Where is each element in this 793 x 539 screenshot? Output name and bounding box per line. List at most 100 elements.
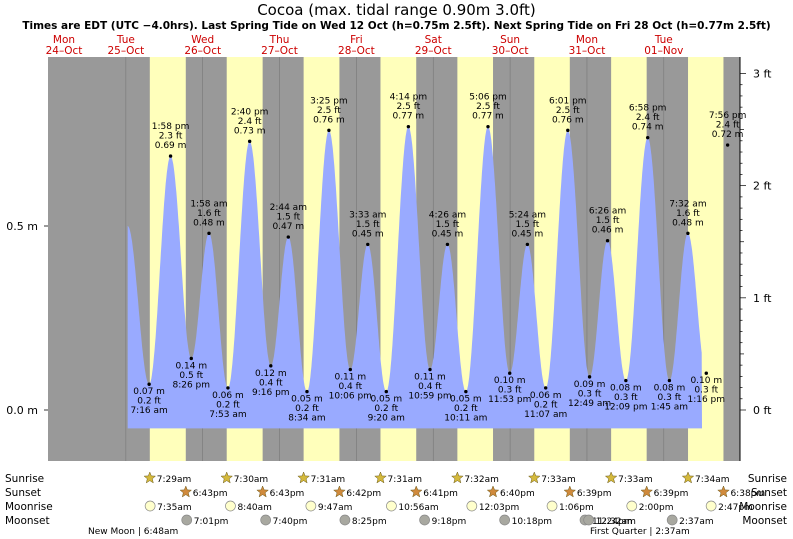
low-tide-mark: 0.05 m0.2 ft8:34 am — [288, 389, 326, 424]
y-left-tick-label: 0.5 m — [6, 220, 38, 233]
row-label-moonset-right: Moonset — [742, 515, 787, 527]
day-date-label: 01–Nov — [644, 45, 683, 57]
row-label-moonrise: Moonrise — [5, 501, 53, 513]
high-tide-mark: 7:32 am1.6 ft0.48 m — [669, 199, 707, 236]
tide-point — [348, 367, 353, 372]
y-right-tick-label: 2 ft — [753, 180, 772, 193]
tide-m-label: 0.10 m — [494, 376, 526, 386]
day-dow-label: Sun — [500, 34, 520, 46]
low-tide-mark: 0.08 m0.3 ft1:45 am — [651, 378, 688, 413]
sunset-icon — [409, 485, 423, 498]
tide-time-label: 6:26 am — [589, 207, 626, 217]
tide-m-label: 0.72 m — [712, 130, 744, 140]
sunset-icon — [640, 485, 654, 498]
tide-ft-label: 1.5 ft — [596, 216, 620, 226]
tide-m-label: 0.48 m — [672, 218, 704, 228]
sunset-time: 6:38pm — [730, 489, 765, 499]
moonrise-time: 9:47am — [318, 503, 353, 513]
moonset-icon — [181, 514, 193, 526]
day-date-label: 29–Oct — [415, 45, 452, 57]
high-tide-mark: 4:14 pm2.5 ft0.77 m — [390, 93, 427, 129]
tide-point — [366, 242, 370, 247]
moonrise-time: 10:56am — [398, 503, 438, 513]
tide-m-label: 0.77 m — [393, 112, 425, 122]
moonset-icon — [339, 514, 351, 526]
sunset-icon — [333, 485, 346, 498]
tide-point — [525, 242, 530, 247]
tide-point — [406, 124, 411, 129]
tide-point — [587, 375, 592, 379]
tide-m-label: 0.08 m — [610, 384, 642, 394]
day-dow-label: Mon — [576, 34, 598, 46]
tide-point — [207, 231, 211, 236]
high-tide-mark: 6:58 pm2.4 ft0.74 m — [629, 104, 666, 140]
moonset-icon — [499, 514, 511, 526]
tide-m-label: 0.11 m — [334, 373, 366, 383]
tide-time-label: 4:26 am — [429, 210, 466, 220]
sunrise-time: 7:32am — [464, 475, 499, 485]
tide-time-label: 9:16 pm — [252, 388, 290, 398]
tide-m-label: 0.46 m — [592, 226, 624, 236]
tide-ft-label: 0.2 ft — [534, 400, 558, 410]
high-tide-mark: 1:58 pm2.3 ft0.69 m — [152, 122, 189, 158]
tide-point — [269, 364, 273, 368]
tide-point — [667, 378, 672, 383]
day-date-label: 26–Oct — [184, 45, 221, 57]
row-label-sunrise: Sunrise — [5, 473, 44, 485]
high-tide-mark: 1:58 am1.6 ft0.48 m — [190, 199, 228, 236]
tide-point — [445, 242, 450, 247]
moonrise-icon — [546, 500, 558, 512]
moonrise-icon — [386, 500, 397, 512]
moonrise-time: 2:00pm — [639, 503, 674, 513]
low-tide-mark: 0.07 m0.2 ft7:16 am — [130, 382, 168, 416]
tide-point — [247, 139, 252, 144]
moonrise-time: 12:03pm — [479, 503, 519, 513]
high-tide-mark: 4:26 am1.5 ft0.45 m — [429, 210, 466, 247]
tide-ft-label: 0.4 ft — [259, 378, 283, 388]
tide-point — [508, 371, 512, 375]
tide-m-label: 0.09 m — [574, 380, 606, 390]
tide-ft-label: 1.5 ft — [276, 213, 300, 223]
tide-time-label: 7:16 am — [130, 406, 167, 416]
tide-point — [605, 239, 610, 243]
moonset-time: 12:32am — [596, 517, 636, 527]
moonset-icon — [666, 514, 678, 526]
tide-ft-label: 2.4 ft — [636, 113, 660, 123]
tide-point — [327, 128, 331, 133]
day-dow-label: Thu — [269, 34, 290, 46]
day-date-label: 30–Oct — [492, 45, 529, 57]
sunrise-time: 7:29am — [157, 475, 192, 485]
tide-m-label: 0.45 m — [352, 229, 384, 239]
high-tide-mark: 2:40 pm2.4 ft0.73 m — [231, 107, 268, 144]
tide-m-label: 0.45 m — [512, 229, 544, 239]
sunrise-time: 7:33am — [541, 475, 576, 485]
day-dow-label: Sat — [425, 34, 442, 46]
tide-m-label: 0.05 m — [370, 395, 402, 405]
sunset-time: 6:42pm — [346, 489, 381, 499]
high-tide-mark: 6:26 am1.5 ft0.46 m — [589, 207, 626, 243]
tide-point — [486, 124, 490, 129]
day-labels: Mon24–OctTue25–OctWed26–OctThu27–OctFri2… — [46, 34, 684, 57]
sunset-time: 6:41pm — [423, 489, 458, 499]
tide-ft-label: 0.3 ft — [578, 389, 602, 399]
row-label-moonrise-right: Moonrise — [739, 501, 787, 513]
y-left-tick-label: 0.0 m — [6, 404, 38, 417]
tide-time-label: 1:58 am — [190, 199, 227, 209]
low-tide-mark: 0.05 m0.2 ft9:20 am — [368, 389, 405, 424]
tide-ft-label: 0.5 ft — [179, 371, 203, 381]
tide-point — [464, 389, 468, 394]
tide-ft-label: 0.4 ft — [338, 382, 362, 392]
high-tide-mark: 7:56 pm2.4 ft0.72 m — [709, 111, 746, 147]
tide-ft-label: 1.5 ft — [516, 220, 540, 230]
tide-time-label: 11:53 pm — [488, 395, 531, 405]
tide-point — [624, 378, 628, 383]
tide-point — [305, 389, 309, 394]
high-tide-mark: 5:06 pm2.5 ft0.77 m — [469, 93, 507, 129]
tide-m-label: 0.08 m — [654, 384, 686, 394]
sunset-time: 6:39pm — [654, 489, 689, 499]
y-right-tick-label: 3 ft — [753, 68, 772, 81]
